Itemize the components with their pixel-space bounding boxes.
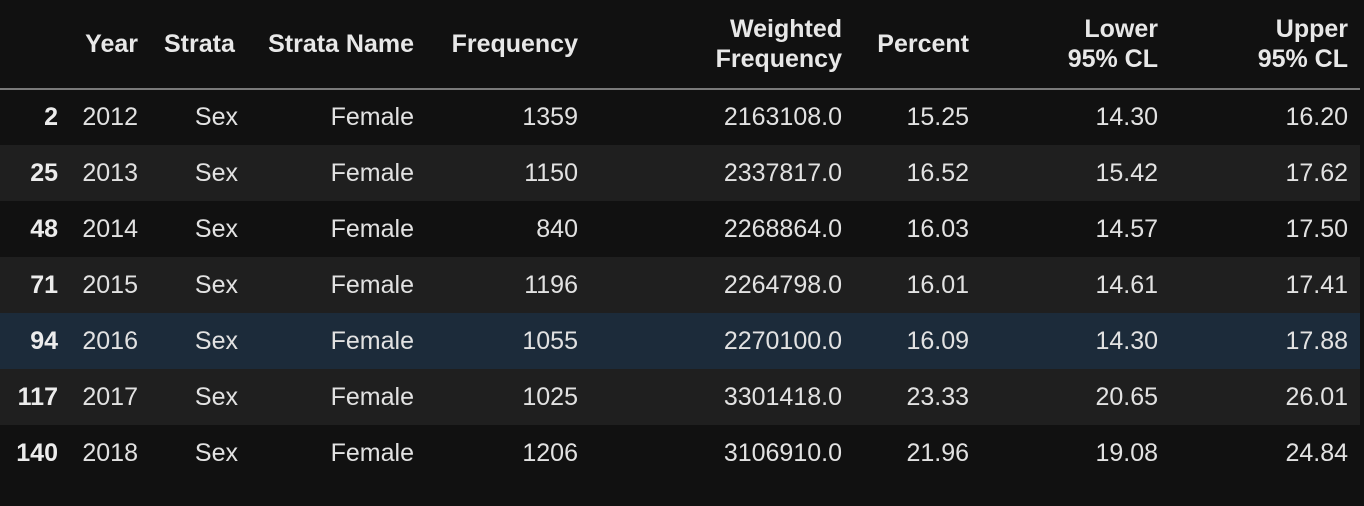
percent-cell: 16.01: [906, 270, 969, 299]
weighted-frequency-cell: 2264798.0: [723, 270, 842, 299]
upper-cl-cell: 16.20: [1285, 103, 1348, 131]
percent-cell: 16.09: [906, 326, 969, 355]
strata-cell: Sex: [194, 214, 238, 243]
column-header-percent: Percent: [877, 30, 969, 58]
table-body: 2 2012 Sex Female 1359 2163108.0 15.25 14.30 16.…: [0, 89, 1360, 481]
year-cell: 2015: [82, 270, 138, 299]
upper-cl-cell: 17.41: [1285, 270, 1348, 299]
frequency-cell: 1150: [524, 158, 578, 187]
percent-cell: 23.33: [906, 382, 969, 411]
dataframe-table: Year Strata Strata Name Frequency Weight…: [0, 0, 1360, 481]
column-header-strata: Strata: [164, 30, 235, 58]
strata-name-cell: Female: [330, 158, 414, 187]
percent-cell: 21.96: [906, 438, 969, 467]
column-header-lower-95-cl: Lower 95% CL: [1067, 15, 1158, 73]
column-header-index: [0, 0, 64, 89]
year-cell: 2018: [82, 438, 138, 467]
lower-cl-cell: 19.08: [1095, 438, 1158, 467]
strata-cell: Sex: [194, 103, 238, 131]
year-cell: 2017: [82, 382, 138, 411]
row-index: 140: [16, 438, 58, 467]
frequency-cell: 1055: [522, 326, 578, 355]
row-index: 94: [30, 326, 58, 355]
upper-cl-cell: 17.50: [1285, 214, 1348, 243]
frequency-cell: 840: [536, 214, 578, 243]
weighted-frequency-cell: 2337817.0: [723, 158, 842, 187]
table-row: 25 2013 Sex Female 1150 2337817.0 16.52 15.42 17…: [0, 145, 1360, 201]
year-cell: 2013: [82, 158, 138, 187]
year-cell: 2012: [82, 103, 138, 131]
table-row: 71 2015 Sex Female 1196 2264798.0 16.01 14.61 17…: [0, 257, 1360, 313]
year-cell: 2014: [82, 214, 138, 243]
lower-cl-cell: 14.57: [1095, 214, 1158, 243]
lower-cl-cell: 14.30: [1095, 103, 1158, 131]
column-header-upper-95-cl: Upper 95% CL: [1257, 15, 1348, 73]
percent-cell: 16.03: [906, 214, 969, 243]
column-header-weighted-frequency: Weighted Frequency: [715, 15, 842, 73]
strata-name-cell: Female: [330, 214, 414, 243]
row-index: 117: [17, 382, 58, 411]
weighted-frequency-cell: 3301418.0: [723, 382, 842, 411]
strata-name-cell: Female: [330, 270, 414, 299]
strata-name-cell: Female: [330, 326, 414, 355]
year-cell: 2016: [82, 326, 138, 355]
lower-cl-cell: 15.42: [1095, 158, 1158, 187]
lower-cl-cell: 20.65: [1095, 382, 1158, 411]
frequency-cell: 1206: [522, 438, 578, 467]
lower-cl-cell: 14.61: [1095, 270, 1158, 299]
table-row: 94 2016 Sex Female 1055 2270100.0 16.09 14.30 17…: [0, 313, 1360, 369]
frequency-cell: 1359: [522, 103, 578, 131]
upper-cl-cell: 17.88: [1285, 326, 1348, 355]
frequency-cell: 1025: [522, 382, 578, 411]
table-row: 2 2012 Sex Female 1359 2163108.0 15.25 14.30 16.…: [0, 89, 1360, 145]
weighted-frequency-cell: 2268864.0: [723, 214, 842, 243]
table-header: Year Strata Strata Name Frequency Weight…: [0, 0, 1360, 89]
row-index: 2: [44, 103, 58, 131]
weighted-frequency-cell: 2270100.0: [723, 326, 842, 355]
column-header-frequency: Frequency: [451, 30, 578, 58]
strata-cell: Sex: [194, 326, 238, 355]
weighted-frequency-cell: 2163108.0: [723, 103, 842, 131]
column-header-strata-name: Strata Name: [268, 30, 414, 58]
weighted-frequency-cell: 3106910.0: [723, 438, 842, 467]
row-index: 25: [30, 158, 58, 187]
frequency-cell: 1196: [524, 270, 578, 299]
upper-cl-cell: 26.01: [1285, 382, 1348, 411]
percent-cell: 15.25: [906, 103, 969, 131]
upper-cl-cell: 17.62: [1285, 158, 1348, 187]
strata-name-cell: Female: [330, 103, 414, 131]
header-row: Year Strata Strata Name Frequency Weight…: [0, 0, 1360, 89]
table-row: 117 2017 Sex Female 1025 3301418.0 23.33 20.65 2…: [0, 369, 1360, 425]
strata-cell: Sex: [194, 270, 238, 299]
table-row: 140 2018 Sex Female 1206 3106910.0 21.96 19.08 2…: [0, 425, 1360, 481]
percent-cell: 16.52: [906, 158, 969, 187]
row-index: 48: [30, 214, 58, 243]
upper-cl-cell: 24.84: [1285, 438, 1348, 467]
strata-name-cell: Female: [330, 438, 414, 467]
column-header-year: Year: [85, 30, 138, 58]
table-row: 48 2014 Sex Female 840 2268864.0 16.03 14.57 17.…: [0, 201, 1360, 257]
strata-cell: Sex: [194, 382, 238, 411]
row-index: 71: [30, 270, 58, 299]
strata-name-cell: Female: [330, 382, 414, 411]
strata-cell: Sex: [194, 438, 238, 467]
strata-cell: Sex: [194, 158, 238, 187]
lower-cl-cell: 14.30: [1095, 326, 1158, 355]
